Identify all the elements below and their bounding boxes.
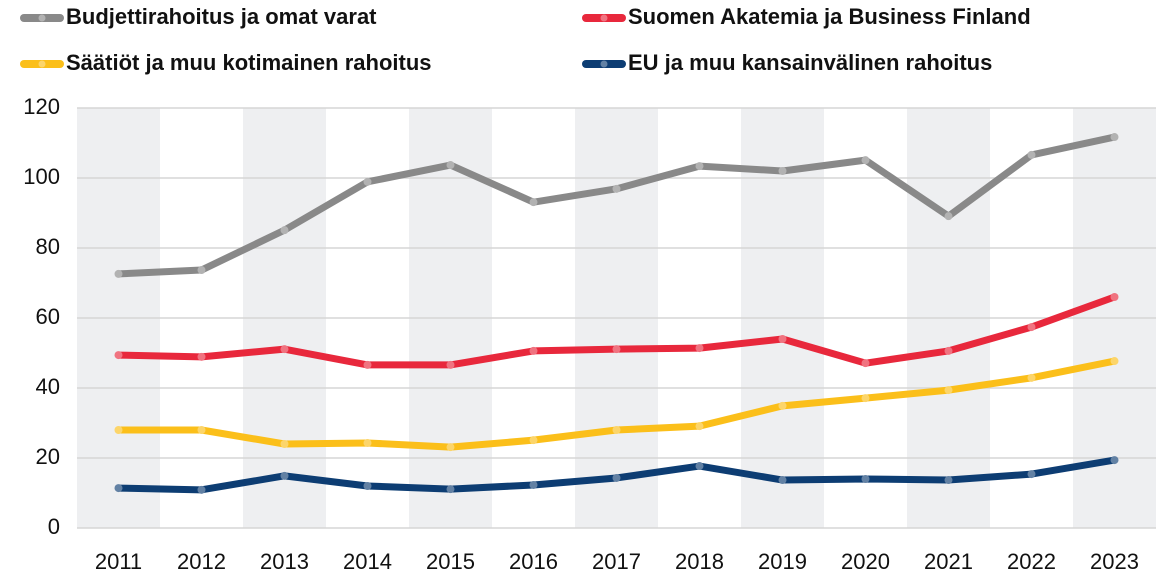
legend-dot xyxy=(600,14,608,22)
x-tick-label: 2021 xyxy=(924,549,973,574)
point xyxy=(944,386,953,395)
legend-dot xyxy=(38,14,46,22)
point xyxy=(529,436,538,445)
point xyxy=(778,476,787,485)
x-tick-label: 2020 xyxy=(841,549,890,574)
legend-label: EU ja muu kansainvälinen rahoitus xyxy=(628,50,992,75)
point xyxy=(695,422,704,431)
x-tick-label: 2017 xyxy=(592,549,641,574)
point xyxy=(695,344,704,353)
point xyxy=(114,426,123,434)
point xyxy=(1027,150,1036,159)
x-tick-label: 2011 xyxy=(95,549,142,574)
point xyxy=(695,162,704,171)
point xyxy=(363,360,372,369)
point xyxy=(197,426,206,434)
y-tick-label: 60 xyxy=(36,304,60,329)
y-tick-label: 0 xyxy=(48,514,60,539)
y-tick-label: 40 xyxy=(36,374,60,399)
point xyxy=(197,266,206,275)
point xyxy=(695,462,704,471)
point xyxy=(529,480,538,489)
point xyxy=(612,473,621,482)
point xyxy=(446,360,455,369)
point xyxy=(280,471,289,480)
point xyxy=(944,212,953,221)
legend-label: Budjettirahoitus ja omat varat xyxy=(66,4,377,29)
x-tick-label: 2018 xyxy=(675,549,724,574)
point xyxy=(778,167,787,175)
point xyxy=(612,184,621,193)
x-tick-label: 2014 xyxy=(343,549,392,574)
x-tick-label: 2023 xyxy=(1090,549,1139,574)
point xyxy=(197,352,206,361)
point xyxy=(1027,373,1036,382)
point xyxy=(280,345,289,354)
point xyxy=(529,346,538,355)
point xyxy=(114,351,123,360)
point xyxy=(861,394,870,403)
point xyxy=(861,156,870,165)
y-tick-label: 20 xyxy=(36,444,60,469)
point xyxy=(446,485,455,494)
point xyxy=(363,177,372,186)
x-tick-label: 2022 xyxy=(1007,549,1056,574)
x-tick-label: 2019 xyxy=(758,549,807,574)
x-tick-label: 2016 xyxy=(509,549,558,574)
point xyxy=(1110,456,1119,465)
point xyxy=(280,226,289,235)
point xyxy=(114,484,123,493)
y-tick-label: 80 xyxy=(36,234,60,259)
point xyxy=(1027,323,1036,332)
point xyxy=(1110,357,1119,366)
point xyxy=(363,482,372,490)
legend-dot xyxy=(38,60,46,68)
point xyxy=(280,440,289,448)
point xyxy=(363,438,372,447)
legend-label: Suomen Akatemia ja Business Finland xyxy=(628,4,1031,29)
point xyxy=(778,401,787,410)
point xyxy=(446,443,455,452)
point xyxy=(612,426,621,434)
point xyxy=(861,359,870,368)
point xyxy=(612,345,621,354)
point xyxy=(778,335,787,343)
point xyxy=(1110,293,1119,301)
point xyxy=(861,475,870,483)
legend-label: Säätiöt ja muu kotimainen rahoitus xyxy=(66,50,432,75)
x-tick-label: 2012 xyxy=(177,549,226,574)
y-tick-label: 100 xyxy=(23,164,60,189)
point xyxy=(1110,133,1119,142)
point xyxy=(944,476,953,485)
point xyxy=(446,161,455,170)
point xyxy=(529,198,538,207)
legend-dot xyxy=(600,60,608,68)
y-tick-label: 120 xyxy=(23,94,60,119)
point xyxy=(944,346,953,355)
point xyxy=(197,485,206,494)
x-tick-label: 2015 xyxy=(426,549,475,574)
x-tick-label: 2013 xyxy=(260,549,309,574)
point xyxy=(114,269,123,278)
point xyxy=(1027,470,1036,479)
